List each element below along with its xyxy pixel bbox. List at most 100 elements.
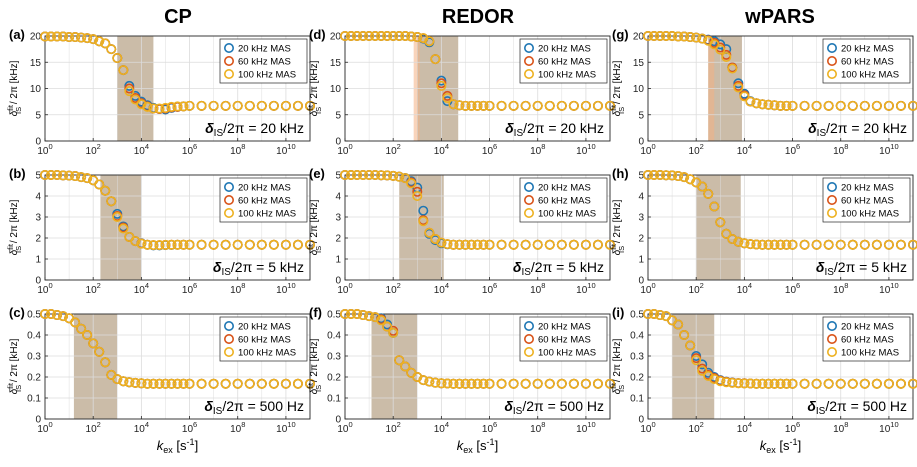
data-point <box>478 100 489 111</box>
data-point <box>466 378 477 389</box>
data-point <box>256 239 267 250</box>
data-point <box>544 100 555 111</box>
data-point <box>787 100 798 111</box>
axes-frame <box>647 313 914 420</box>
data-point <box>339 308 350 319</box>
legend-label: 100 kHz MAS <box>538 70 596 81</box>
data-point <box>196 239 207 250</box>
data-point <box>908 239 917 250</box>
y-tick-label: 0.4 <box>630 331 644 342</box>
annotation: δIS/2π = 5 kHz <box>816 259 907 278</box>
data-point <box>775 239 786 250</box>
data-point <box>424 227 435 238</box>
data-point <box>472 239 483 250</box>
x-tick-label: 102 <box>86 142 101 157</box>
legend-label: 60 kHz MAS <box>841 335 894 346</box>
data-point <box>709 201 720 212</box>
data-point <box>88 338 99 349</box>
x-axis-label: kex [s-1] <box>760 437 801 455</box>
column-title-wpars: wPARS <box>744 6 815 28</box>
x-tick-label: 108 <box>833 142 848 157</box>
axes-frame <box>44 174 311 281</box>
data-point <box>39 308 50 319</box>
data-point <box>496 239 507 250</box>
data-point <box>727 63 738 74</box>
data-point <box>400 173 411 184</box>
data-point <box>568 378 579 389</box>
data-point <box>118 223 129 234</box>
data-point <box>418 375 429 386</box>
x-tick-label: 106 <box>182 142 197 157</box>
data-point <box>532 378 543 389</box>
x-tick-label: 102 <box>689 142 704 157</box>
y-tick-label: 2 <box>335 234 341 245</box>
data-point <box>859 239 870 250</box>
legend-label: 20 kHz MAS <box>841 44 894 55</box>
panel-label: (c) <box>9 305 25 320</box>
y-tick-label: 5 <box>638 110 644 121</box>
data-point <box>709 374 720 385</box>
data-point <box>508 100 519 111</box>
data-point <box>811 239 822 250</box>
data-point <box>883 239 894 250</box>
data-point <box>496 378 507 389</box>
legend-box <box>822 177 911 223</box>
data-point <box>847 378 858 389</box>
data-point <box>292 100 303 111</box>
series <box>642 30 917 111</box>
data-point <box>460 378 471 389</box>
data-point <box>268 378 279 389</box>
data-point <box>364 30 375 41</box>
data-point <box>154 103 165 114</box>
legend-marker <box>224 333 235 344</box>
x-tick-label: 102 <box>689 420 704 435</box>
data-point <box>715 39 726 50</box>
legend-label: 60 kHz MAS <box>841 196 894 207</box>
data-point <box>184 100 195 111</box>
panel-d: 100 102 104 106 108 1010 0 5 10 15 20 (d) 20 kHz MAS… <box>306 27 615 157</box>
data-point <box>454 378 465 389</box>
y-tick-label: 0.1 <box>327 394 341 405</box>
data-point <box>454 100 465 111</box>
legend-label: 20 kHz MAS <box>841 183 894 194</box>
data-point <box>256 378 267 389</box>
data-point <box>733 82 744 93</box>
data-point <box>454 239 465 250</box>
data-point <box>196 378 207 389</box>
data-point <box>154 240 165 251</box>
data-point <box>346 308 357 319</box>
data-point <box>100 185 111 196</box>
y-tick-label: 0.4 <box>27 331 41 342</box>
legend-label: 20 kHz MAS <box>238 44 291 55</box>
y-tick-label: 2 <box>638 234 644 245</box>
data-point <box>94 179 105 190</box>
data-point <box>649 30 660 41</box>
x-tick-label: 104 <box>434 281 449 296</box>
data-point <box>835 100 846 111</box>
data-point <box>39 170 50 181</box>
data-point <box>412 186 423 197</box>
data-point <box>160 378 171 389</box>
data-point <box>835 239 846 250</box>
data-point <box>697 181 708 192</box>
data-point <box>484 239 495 250</box>
x-tick-label: 100 <box>37 420 52 435</box>
legend-marker <box>523 182 534 193</box>
data-point <box>142 239 153 250</box>
data-point <box>508 239 519 250</box>
data-point <box>412 191 423 202</box>
data-point <box>775 100 786 111</box>
data-point <box>382 30 393 41</box>
data-point <box>763 239 774 250</box>
data-point <box>655 30 666 41</box>
legend-box <box>519 38 608 84</box>
x-tick-label: 102 <box>386 420 401 435</box>
data-point <box>520 378 531 389</box>
annotation: δIS/2π = 500 Hz <box>504 398 604 417</box>
y-tick-label: 0.2 <box>327 373 341 384</box>
x-tick-label: 106 <box>785 281 800 296</box>
data-point <box>136 378 147 389</box>
series <box>39 170 315 251</box>
data-point <box>388 327 399 338</box>
data-point <box>232 378 243 389</box>
